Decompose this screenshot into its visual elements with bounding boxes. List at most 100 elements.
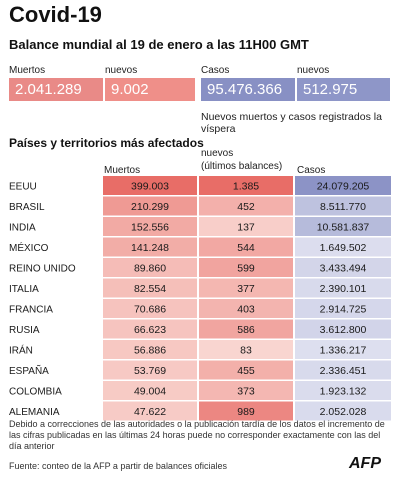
row-country-label: ALEMANIA — [9, 407, 60, 418]
column-header-cases: Casos — [297, 165, 326, 176]
cell-deaths — [103, 278, 197, 298]
cell-new-value: 83 — [240, 345, 252, 357]
cell-deaths — [103, 340, 197, 359]
cell-cases-value: 2.052.028 — [320, 406, 367, 418]
cell-new-value: 452 — [237, 201, 255, 213]
row-country-label: RUSIA — [9, 325, 40, 336]
cell-new-value: 373 — [237, 386, 255, 398]
row-country-label: ITALIA — [9, 284, 39, 295]
cell-new — [199, 258, 293, 277]
summary-note: Nuevos muertos y casos registrados la ví… — [201, 111, 382, 135]
page-title: Covid-19 — [9, 2, 102, 27]
cell-cases-value: 8.511.770 — [320, 201, 366, 213]
summary-deaths-box: 2.041.289 — [9, 78, 103, 101]
cell-new-value: 137 — [237, 222, 255, 234]
cell-cases-value: 2.914.725 — [320, 304, 367, 316]
summary-new-cases-value: 512.975 — [303, 81, 358, 98]
cell-deaths-value: 47.622 — [134, 406, 166, 418]
cell-cases-value: 1.336.217 — [320, 345, 367, 357]
cell-deaths — [103, 258, 197, 277]
row-country-label: REINO UNIDO — [9, 264, 76, 275]
summary-cases-value: 95.476.366 — [207, 81, 283, 98]
cell-cases — [295, 340, 391, 359]
cell-deaths — [103, 176, 197, 195]
summary-new-cases-box: 512.975 — [297, 78, 390, 101]
summary-new-cases-label: nuevos — [297, 65, 330, 76]
summary-cases-box: 95.476.366 — [201, 78, 295, 101]
cell-new — [199, 319, 293, 339]
cell-deaths-value: 210.299 — [131, 201, 169, 213]
cell-cases — [295, 401, 391, 421]
cell-deaths-value: 53.769 — [134, 365, 166, 377]
cell-cases — [295, 258, 391, 277]
cell-deaths — [103, 299, 197, 318]
cell-deaths-value: 399.003 — [131, 181, 169, 193]
cell-deaths-value: 66.623 — [134, 324, 166, 336]
row-country-label: IRÁN — [9, 344, 33, 357]
column-header-deaths: Muertos — [104, 165, 141, 176]
cell-new-value: 403 — [237, 304, 255, 316]
cell-cases — [295, 196, 391, 216]
cell-cases — [295, 278, 391, 298]
cell-deaths — [103, 401, 197, 421]
cell-deaths — [103, 360, 197, 380]
cell-new-value: 599 — [237, 263, 255, 275]
source-note: Fuente: conteo de la AFP a partir de bal… — [9, 461, 227, 471]
cell-new-value: 544 — [237, 242, 255, 254]
cell-deaths — [103, 319, 197, 339]
cell-deaths-value: 152.556 — [131, 222, 169, 234]
cell-deaths — [103, 381, 197, 400]
cell-cases — [295, 299, 391, 318]
cell-new — [199, 196, 293, 216]
cell-new — [199, 381, 293, 400]
row-country-label: ESPAÑA — [9, 364, 49, 377]
cell-new-value: 1.385 — [233, 181, 259, 193]
cell-deaths — [103, 217, 197, 236]
cell-cases-value: 1.649.502 — [320, 242, 367, 254]
cell-cases — [295, 381, 391, 400]
cell-new-value: 586 — [237, 324, 255, 336]
cell-new — [199, 360, 293, 380]
cell-cases — [295, 237, 391, 257]
cell-new — [199, 401, 293, 421]
row-country-label: COLOMBIA — [9, 387, 62, 398]
column-header-new-line2: (últimos balances) — [201, 161, 283, 172]
cell-new — [199, 237, 293, 257]
cell-new — [199, 299, 293, 318]
cell-deaths-value: 89.860 — [134, 263, 166, 275]
cell-deaths-value: 56.886 — [134, 345, 166, 357]
row-country-label: EEUU — [9, 182, 37, 193]
cell-cases-value: 1.923.132 — [320, 386, 367, 398]
cell-new — [199, 217, 293, 236]
cell-cases — [295, 319, 391, 339]
summary-deaths-value: 2.041.289 — [15, 81, 82, 98]
cell-deaths-value: 70.686 — [134, 304, 166, 316]
summary-cases-label: Casos — [201, 65, 230, 76]
row-country-label: FRANCIA — [9, 305, 53, 316]
cell-cases-value: 2.390.101 — [320, 283, 367, 295]
cell-cases-value: 10.581.837 — [317, 222, 370, 234]
summary-deaths-label: Muertos — [9, 65, 46, 76]
column-header-new-line1: nuevos — [201, 148, 234, 159]
cell-new-value: 377 — [237, 283, 255, 295]
cell-cases-value: 24.079.205 — [317, 181, 370, 193]
cell-new — [199, 340, 293, 359]
row-country-label: BRASIL — [9, 202, 45, 213]
cell-new — [199, 278, 293, 298]
afp-logo: AFP — [349, 455, 381, 472]
cell-cases-value: 2.336.451 — [320, 365, 367, 377]
cell-new — [199, 176, 293, 195]
summary-new-deaths-label: nuevos — [105, 65, 138, 76]
cell-deaths-value: 141.248 — [131, 242, 169, 254]
summary-new-deaths-value: 9.002 — [111, 81, 149, 98]
section-title: Países y territorios más afectados — [9, 136, 204, 150]
footnote: Debido a correcciones de las autoridades… — [9, 419, 385, 451]
cell-new-value: 455 — [237, 365, 255, 377]
cell-deaths-value: 82.554 — [134, 283, 166, 295]
cell-cases-value: 3.612.800 — [320, 324, 367, 336]
page-subtitle: Balance mundial al 19 de enero a las 11H… — [9, 37, 309, 52]
row-country-label: INDIA — [9, 223, 36, 234]
cell-cases-value: 3.433.494 — [320, 263, 367, 275]
cell-deaths — [103, 237, 197, 257]
